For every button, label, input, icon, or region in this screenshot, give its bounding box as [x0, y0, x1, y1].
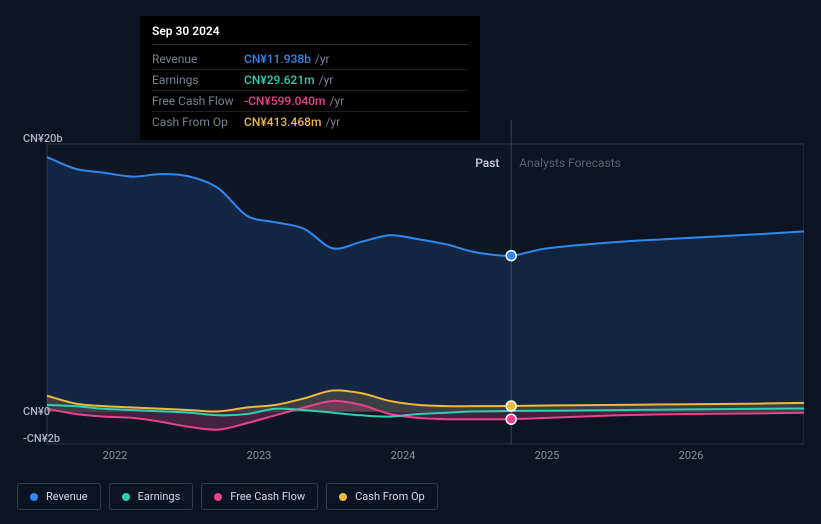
tooltip-row-label: Cash From Op	[152, 115, 244, 129]
legend: Revenue Earnings Free Cash Flow Cash From O…	[17, 483, 438, 510]
legend-item[interactable]: Earnings	[109, 483, 194, 510]
marker-fcf	[506, 414, 516, 424]
tooltip-row-value: CN¥29.621m	[244, 73, 315, 87]
tooltip-row: EarningsCN¥29.621m/yr	[152, 70, 468, 91]
chart-area: Past Analysts Forecasts CN¥20bCN¥0-CN¥2b…	[17, 120, 804, 450]
tooltip-row-unit: /yr	[330, 94, 345, 108]
legend-dot-icon	[339, 493, 347, 501]
legend-item[interactable]: Cash From Op	[326, 483, 438, 510]
legend-label: Free Cash Flow	[230, 490, 305, 503]
tooltip-row-value: CN¥413.468m	[244, 115, 321, 129]
x-axis-label: 2022	[103, 449, 128, 462]
legend-item[interactable]: Free Cash Flow	[201, 483, 318, 510]
y-axis-label: CN¥20b	[23, 132, 63, 145]
legend-dot-icon	[214, 493, 222, 501]
marker-revenue	[506, 251, 516, 261]
tooltip-row: RevenueCN¥11.938b/yr	[152, 49, 468, 70]
x-axis-label: 2024	[391, 449, 416, 462]
x-axis-label: 2023	[247, 449, 272, 462]
legend-dot-icon	[122, 493, 130, 501]
tooltip-date: Sep 30 2024	[152, 24, 468, 45]
region-label-past: Past	[475, 156, 499, 170]
chart-svg[interactable]	[17, 120, 804, 450]
legend-label: Earnings	[138, 490, 181, 503]
tooltip-row-unit: /yr	[319, 73, 334, 87]
marker-cashop	[506, 401, 516, 411]
tooltip-row: Free Cash Flow-CN¥599.040m/yr	[152, 91, 468, 112]
legend-label: Revenue	[46, 490, 88, 503]
x-axis-label: 2025	[535, 449, 560, 462]
y-axis-label: CN¥0	[23, 405, 50, 418]
tooltip-row-label: Earnings	[152, 73, 244, 87]
tooltip-row-unit: /yr	[325, 115, 340, 129]
legend-dot-icon	[30, 493, 38, 501]
legend-item[interactable]: Revenue	[17, 483, 101, 510]
tooltip-row: Cash From OpCN¥413.468m/yr	[152, 112, 468, 132]
tooltip-row-value: CN¥11.938b	[244, 52, 311, 66]
tooltip: Sep 30 2024 RevenueCN¥11.938b/yrEarnings…	[140, 16, 480, 140]
x-axis: 20222023202420252026	[47, 430, 804, 450]
tooltip-row-label: Revenue	[152, 52, 244, 66]
tooltip-row-value: -CN¥599.040m	[244, 94, 326, 108]
tooltip-row-label: Free Cash Flow	[152, 94, 244, 108]
region-label-forecast: Analysts Forecasts	[519, 156, 621, 170]
x-axis-label: 2026	[679, 449, 704, 462]
tooltip-row-unit: /yr	[315, 52, 330, 66]
legend-label: Cash From Op	[355, 490, 425, 503]
